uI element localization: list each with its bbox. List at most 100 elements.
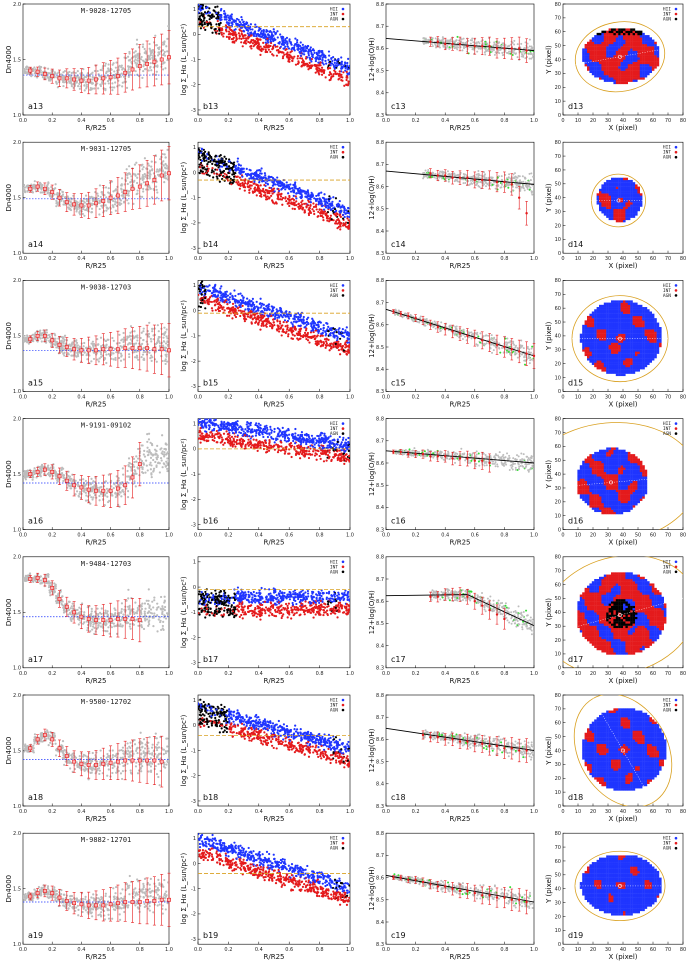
data-point-grey	[61, 344, 64, 348]
data-point-grey	[108, 199, 111, 202]
data-point-grey	[162, 748, 166, 751]
data-point-grey	[163, 878, 166, 882]
data-point-grey	[91, 769, 94, 772]
data-point-grey	[165, 360, 169, 363]
data-point-grey	[142, 187, 145, 190]
data-point-grey	[84, 208, 87, 212]
data-point-median	[108, 488, 113, 493]
panel-title: M-9500-12702	[81, 698, 132, 706]
panel-a13: 0.0 0.2 0.4 0.6 0.8 1.01.01.52.0R/R25Dn4000M-…	[5, 2, 173, 132]
data-point-grey	[164, 342, 168, 345]
data-point-grey	[68, 81, 71, 84]
data-point-grey	[122, 752, 125, 755]
data-point-grey	[145, 464, 148, 467]
data-point	[241, 45, 244, 48]
data-point-grey	[33, 742, 36, 745]
data-point-grey	[68, 476, 71, 480]
data-point	[281, 56, 285, 60]
data-point-median	[130, 900, 135, 904]
data-point-grey	[64, 342, 67, 346]
data-point-grey	[25, 65, 28, 68]
data-point-grey	[111, 63, 114, 66]
data-point-grey	[69, 900, 72, 904]
data-point-grey	[129, 325, 133, 328]
data-point	[276, 36, 279, 39]
data-point-grey	[114, 761, 117, 764]
data-point-grey	[105, 70, 108, 73]
data-point	[237, 32, 241, 35]
data-point-grey	[23, 476, 25, 479]
data-point-grey	[128, 475, 131, 478]
data-point-grey	[118, 762, 121, 766]
data-point-grey	[125, 194, 129, 197]
data-point-grey	[99, 68, 102, 72]
data-point-grey	[103, 914, 106, 917]
data-point-grey	[43, 66, 46, 69]
data-point-grey	[98, 499, 101, 502]
data-point-grey	[68, 207, 71, 211]
data-point-grey	[117, 79, 120, 82]
data-point-grey	[87, 770, 90, 773]
data-point-grey	[33, 335, 36, 339]
data-point-grey	[32, 69, 35, 72]
data-point-grey	[128, 165, 131, 168]
data-point-grey	[91, 915, 94, 918]
data-point-grey	[146, 450, 149, 453]
data-point-grey	[149, 461, 152, 464]
data-point-median	[64, 345, 69, 349]
data-point	[300, 57, 304, 60]
data-point-median	[159, 759, 164, 764]
data-point-grey	[61, 193, 65, 196]
data-point-grey	[75, 898, 79, 901]
data-point-grey	[148, 177, 151, 180]
data-point-grey	[147, 747, 150, 750]
data-point-grey	[158, 903, 161, 906]
data-point	[301, 43, 304, 46]
data-point-grey	[158, 168, 161, 171]
data-point-grey	[90, 610, 93, 613]
data-point-grey	[122, 75, 126, 78]
data-point-grey	[151, 746, 154, 749]
data-point-grey	[113, 86, 116, 89]
data-point-grey	[99, 351, 103, 354]
data-point-grey	[70, 484, 73, 488]
data-point-grey	[166, 148, 169, 151]
data-point-grey	[36, 897, 39, 900]
x-tick-label: 0.2	[48, 256, 56, 262]
data-point-grey	[143, 617, 147, 620]
data-point-median	[28, 68, 33, 73]
data-point-grey	[113, 70, 116, 73]
data-point-grey	[149, 173, 152, 176]
data-point-grey	[126, 496, 130, 499]
data-point-median	[101, 618, 106, 622]
data-point-median	[72, 610, 77, 615]
data-point-grey	[56, 191, 59, 195]
data-point-grey	[111, 86, 114, 89]
data-point-grey	[115, 201, 118, 204]
data-point-grey	[147, 69, 150, 72]
x-tick-label: 0.0	[194, 118, 202, 124]
data-point-grey	[157, 605, 160, 609]
data-point-median	[57, 597, 62, 601]
x-tick-label: 0.6	[107, 394, 115, 400]
data-point-grey	[91, 625, 95, 628]
data-point-grey	[114, 347, 117, 350]
data-point	[269, 50, 272, 53]
data-point-grey	[151, 327, 154, 330]
data-point-grey	[147, 620, 150, 624]
data-point-grey	[112, 908, 115, 911]
data-point-median	[42, 186, 47, 191]
data-point-grey	[163, 609, 166, 612]
data-point-grey	[134, 485, 137, 488]
data-point	[344, 69, 347, 72]
y-tick-label: 2.0	[13, 416, 21, 422]
data-point-grey	[38, 474, 41, 477]
data-point-grey	[152, 911, 155, 914]
data-point-grey	[147, 610, 151, 613]
data-point-grey	[142, 346, 146, 349]
panel-a16: 0.0 0.2 0.4 0.6 0.8 1.01.01.52.0R/R25Dn4000M-…	[5, 416, 173, 546]
data-point-grey	[39, 889, 42, 892]
data-point-grey	[131, 473, 134, 476]
data-point-grey	[134, 174, 137, 177]
data-point-median	[94, 201, 98, 206]
